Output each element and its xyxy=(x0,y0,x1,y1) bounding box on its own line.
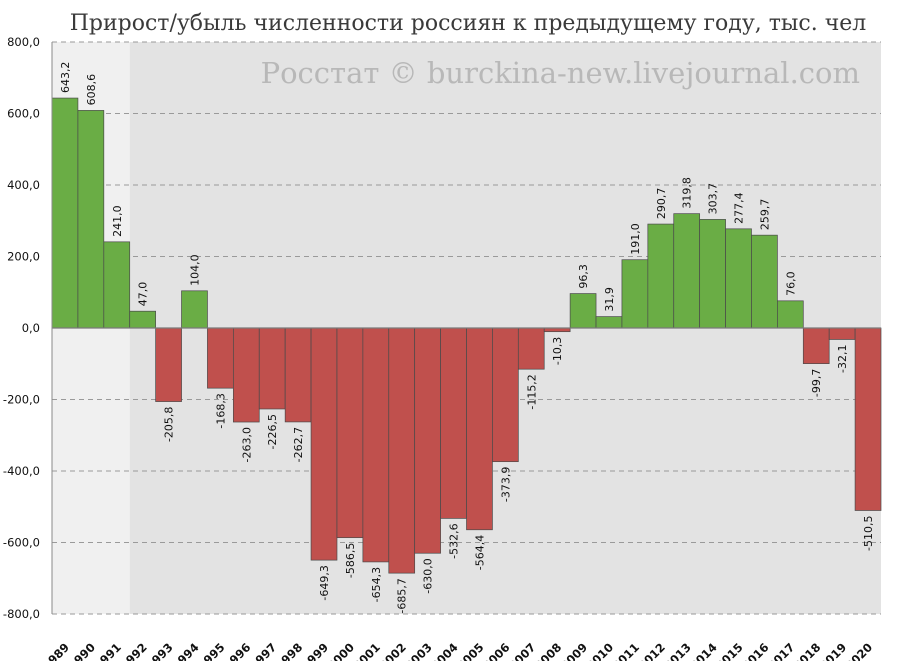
data-label: -205,8 xyxy=(163,407,176,442)
watermark: Росстат © burckina-new.livejournal.com xyxy=(261,56,860,90)
bar-1998 xyxy=(284,327,312,423)
bar-1990 xyxy=(77,110,105,329)
x-tick-label: 1989 xyxy=(40,640,73,661)
y-tick-label: 800,0 xyxy=(7,35,40,49)
data-label: 290,7 xyxy=(655,188,668,220)
bar-2016 xyxy=(751,234,778,329)
bar-2013 xyxy=(673,213,701,329)
data-label: 31,9 xyxy=(603,287,616,312)
data-label: -510,5 xyxy=(862,516,875,551)
y-tick-label: 0,0 xyxy=(22,321,40,335)
y-tick-label: -600,0 xyxy=(3,536,40,550)
data-label: 104,0 xyxy=(188,254,201,286)
data-label: -115,2 xyxy=(525,374,538,409)
y-tick-label: 400,0 xyxy=(7,178,40,192)
bar-2000 xyxy=(336,327,364,539)
bar-2007 xyxy=(517,327,545,370)
data-label: -685,7 xyxy=(396,578,409,613)
bar-1992 xyxy=(129,310,156,329)
bar-2001 xyxy=(362,327,390,563)
bar-2017 xyxy=(777,300,804,329)
bar-2011 xyxy=(621,259,649,329)
data-label: -262,7 xyxy=(292,427,305,462)
data-label: 259,7 xyxy=(758,199,771,231)
data-label: -263,0 xyxy=(240,427,253,462)
bar-2018 xyxy=(802,327,830,364)
data-label: -168,3 xyxy=(214,393,227,428)
data-label: 47,0 xyxy=(137,282,150,307)
y-tick-label: 200,0 xyxy=(7,250,40,264)
bar-2019 xyxy=(828,327,856,340)
bar-1995 xyxy=(207,327,234,389)
bar-2010 xyxy=(595,316,623,329)
data-label: -532,6 xyxy=(448,523,461,558)
data-label: -654,3 xyxy=(370,567,383,602)
bar-2004 xyxy=(440,327,467,519)
data-label: -10,3 xyxy=(551,337,564,365)
data-label: -373,9 xyxy=(499,467,512,502)
bar-1996 xyxy=(232,327,260,423)
y-tick-label: -400,0 xyxy=(3,464,40,478)
chart-title: Прирост/убыль численности россиян к пред… xyxy=(70,11,867,36)
data-label: 319,8 xyxy=(681,177,694,209)
data-label: 608,6 xyxy=(85,74,98,106)
y-tick-label: -200,0 xyxy=(3,393,40,407)
data-label: 643,2 xyxy=(59,62,72,94)
y-tick-label: -800,0 xyxy=(3,607,40,621)
data-label: -564,4 xyxy=(473,535,486,570)
data-label: 96,3 xyxy=(577,264,590,289)
data-label: 303,7 xyxy=(707,183,720,215)
bar-1994 xyxy=(181,290,208,329)
bar-1999 xyxy=(310,327,338,561)
bar-2006 xyxy=(492,327,519,463)
bar-2015 xyxy=(725,228,752,329)
bar-2002 xyxy=(388,327,416,574)
bar-1993 xyxy=(155,327,182,402)
bar-1997 xyxy=(258,327,286,410)
bar-2012 xyxy=(647,223,675,329)
bar-2005 xyxy=(466,327,493,531)
bars xyxy=(51,97,882,574)
bar-2009 xyxy=(569,293,597,329)
data-label: -226,5 xyxy=(266,414,279,449)
data-label: -99,7 xyxy=(810,369,823,397)
bar-2003 xyxy=(414,327,441,554)
data-labels: 643,2 608,6 241,0 47,0 -205,8 104,0 -168,3 -263… xyxy=(59,62,875,614)
bar-1991 xyxy=(103,241,131,329)
data-label: 277,4 xyxy=(733,192,746,224)
data-label: -586,5 xyxy=(344,543,357,578)
data-label: -32,1 xyxy=(836,344,849,372)
x-axis-ticks: 1989199019911992199319941995199619971998… xyxy=(40,640,876,661)
data-label: 191,0 xyxy=(629,223,642,255)
data-label: 241,0 xyxy=(111,205,124,237)
data-label: -630,0 xyxy=(422,558,435,593)
data-label: -649,3 xyxy=(318,565,331,600)
data-label: 76,0 xyxy=(784,271,797,296)
y-tick-label: 600,0 xyxy=(7,107,40,121)
bar-1989 xyxy=(51,97,79,329)
bar-2014 xyxy=(699,219,726,329)
y-axis-ticks: 800,0 600,0 400,0 200,0 0,0 -200,0 -400,0 -600,… xyxy=(3,35,40,621)
bar-2020 xyxy=(854,327,882,511)
